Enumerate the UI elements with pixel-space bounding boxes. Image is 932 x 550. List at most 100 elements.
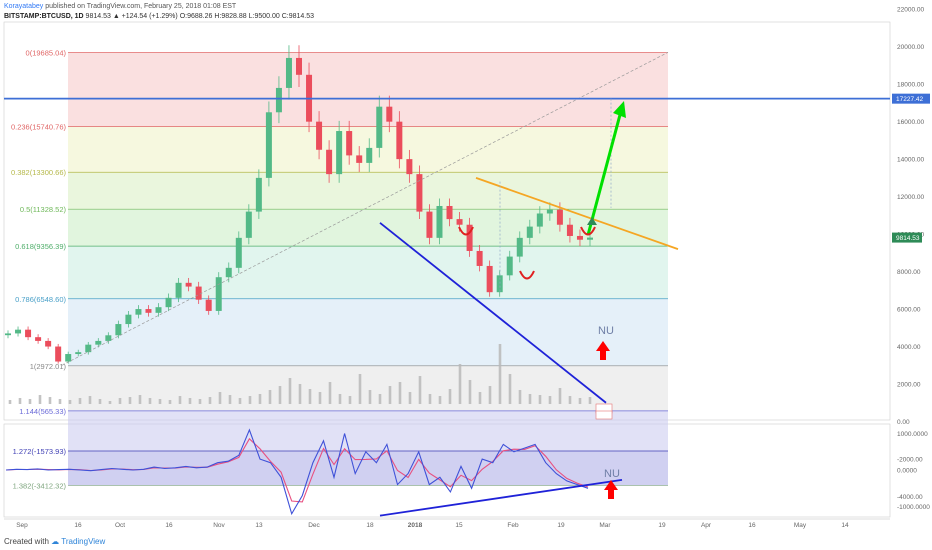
candle-body [45, 340, 52, 347]
candle-body [456, 219, 463, 225]
volume-bar [258, 394, 262, 404]
volume-bar [128, 397, 132, 404]
volume-bar [358, 374, 362, 404]
time-tick-label: 14 [841, 522, 849, 529]
volume-bar [28, 399, 32, 404]
time-tick-label: 19 [557, 522, 565, 529]
projection-arrow-shaft [586, 110, 623, 236]
time-tick-label: Dec [308, 522, 320, 529]
open-label: O: [179, 13, 188, 20]
price-tick-label: 2000.00 [897, 382, 921, 389]
time-tick-label: Oct [115, 522, 125, 529]
candle-body [536, 213, 543, 227]
volume-bar [458, 364, 462, 404]
volume-bar [388, 386, 392, 404]
volume-bar [308, 389, 312, 404]
oscillator-tick-label: -1000.0000 [897, 504, 930, 511]
time-tick-label: Nov [213, 522, 225, 529]
bounce-marker [458, 226, 474, 236]
candle-body [285, 57, 292, 88]
candle-body [476, 250, 483, 266]
time-tick-label: May [794, 522, 807, 529]
candle-body [75, 352, 82, 355]
close-value: 9814.53 [288, 13, 315, 20]
fib-level-label: 0.5(11328.52) [20, 205, 67, 214]
candle-body [406, 159, 413, 175]
volume-bar [278, 386, 282, 404]
candle-body [296, 57, 302, 75]
dashed-trend-diagonal [61, 52, 669, 366]
volume-bar [338, 394, 342, 404]
volume-bar [108, 401, 112, 404]
fib-band [68, 52, 668, 127]
author-link[interactable]: Korayatabey [4, 3, 44, 10]
symbol-name: BITSTAMP:BTCUSD, 1D [4, 13, 84, 20]
volume-bar [198, 399, 202, 404]
candle-body [516, 237, 523, 257]
candle-body [105, 335, 112, 341]
nu-label-oscillator: NU [604, 468, 620, 480]
volume-bar [508, 374, 512, 404]
volume-bar [288, 378, 292, 404]
volume-bar [68, 400, 72, 404]
symbol-line: BITSTAMP:BTCUSD, 1D 9814.53 ▲ +124.54 (+… [4, 12, 314, 22]
fib-band [68, 298, 668, 366]
nu-label: NU [598, 325, 614, 337]
time-tick-label: 15 [455, 522, 463, 529]
fib-band [68, 365, 668, 411]
fib-level-label: 0.786(6548.60) [15, 295, 66, 304]
volume-bar [238, 398, 242, 404]
candle-body [566, 224, 573, 236]
volume-bar [428, 394, 432, 404]
candle-body [245, 211, 252, 238]
volume-bar [248, 396, 252, 404]
candle-body [55, 346, 62, 362]
wedge-support-line [379, 222, 607, 404]
time-tick-label: 16 [748, 522, 756, 529]
tradingview-logo-icon: ☁ [51, 537, 60, 546]
volume-bar [58, 399, 62, 404]
price-tick-label: 14000.00 [897, 157, 924, 164]
oscillator-tick-label: 0.0000 [897, 468, 917, 475]
candle-body [255, 177, 262, 212]
candle-body [386, 106, 393, 122]
fib-level-label: 1.382(-3412.32) [13, 481, 67, 490]
volume-bar [188, 398, 192, 404]
time-tick-label: Feb [507, 522, 519, 529]
last-price: 9814.53 [85, 13, 111, 20]
volume-bar [498, 344, 502, 404]
price-tag-label: 9814.53 [896, 235, 920, 242]
candle-body [85, 344, 92, 353]
low-label: L: [248, 13, 255, 20]
volume-bar [138, 395, 142, 404]
candle-body [95, 340, 102, 345]
tradingview-brand[interactable]: TradingView [61, 537, 106, 546]
candle-body [185, 282, 192, 287]
volume-bar [368, 390, 372, 404]
close-label: C: [281, 13, 289, 20]
open-value: 9688.26 [187, 13, 213, 20]
volume-bar [448, 389, 452, 404]
price-tick-label: 12000.00 [897, 194, 924, 201]
volume-bar [548, 396, 552, 404]
volume-bar [348, 396, 352, 404]
price-tick-label: -2000.00 [897, 456, 923, 463]
price-tick-label: 6000.00 [897, 307, 921, 314]
candle-body [436, 205, 443, 238]
candle-body [587, 237, 593, 240]
candle-body [115, 324, 122, 336]
candle-body [135, 309, 142, 315]
red-up-arrow [596, 341, 610, 360]
red-up-arrow-oscillator [604, 480, 618, 499]
fib-level-label: 0.236(15740.76) [11, 123, 67, 132]
time-tick-label: 19 [658, 522, 666, 529]
footer: Created with ☁ TradingView [4, 537, 105, 546]
fib-level-label: 0.618(9356.39) [15, 242, 66, 251]
volume-bar [488, 386, 492, 404]
fib-level-label: 0(19685.04) [26, 49, 67, 58]
candle-body [65, 354, 72, 362]
candle-body [486, 265, 493, 293]
fib-band [68, 172, 668, 210]
volume-bar [78, 398, 82, 404]
